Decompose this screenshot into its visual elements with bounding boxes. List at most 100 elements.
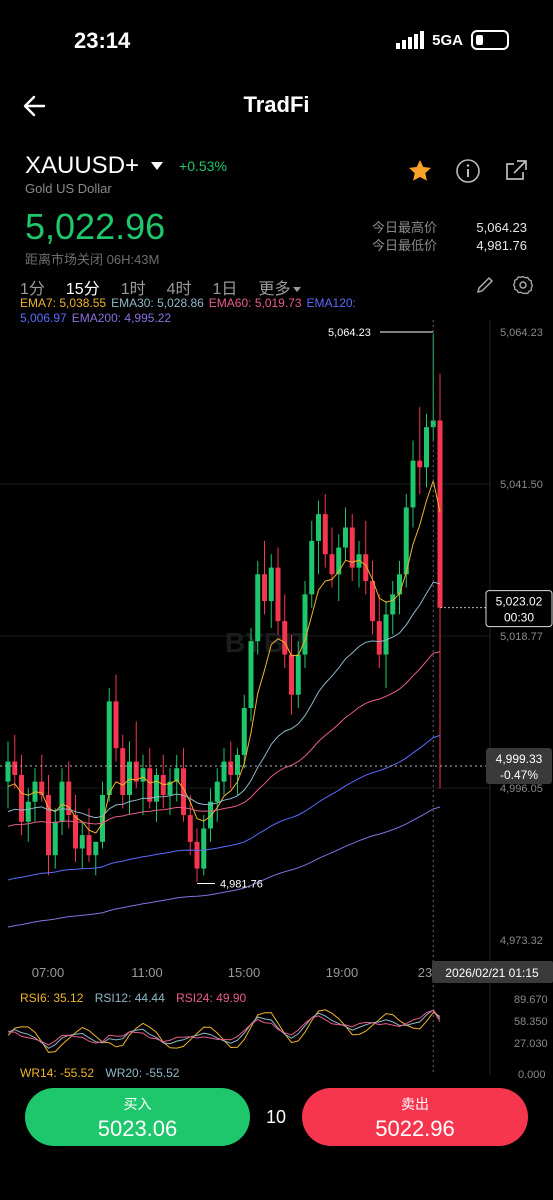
buy-price: 5023.06 <box>97 1116 178 1141</box>
candle-body <box>268 567 274 602</box>
y-tick-label: 5,041.50 <box>500 479 543 491</box>
x-tick-label: 15:00 <box>228 965 261 980</box>
buy-button[interactable]: 买入 5023.06 <box>25 1088 250 1146</box>
symbol-name: XAUUSD+ <box>25 152 140 179</box>
info-icon[interactable] <box>455 158 481 184</box>
candle-body <box>221 761 227 782</box>
ema7-line <box>7 478 441 834</box>
candle-body <box>167 781 173 796</box>
buy-label: 买入 <box>123 1096 152 1112</box>
rsi6-label: RSI6: 35.12 <box>20 991 84 1005</box>
y-tick-label: 4,973.32 <box>500 935 543 947</box>
battery-icon <box>471 30 509 50</box>
candle-body <box>275 567 281 622</box>
candle-body <box>214 781 220 802</box>
tab-more-label: 更多 <box>258 281 291 298</box>
candle-body <box>187 815 193 842</box>
timeframe-tabs: 1分 15分 1时 4时 1日 更多 <box>20 275 533 298</box>
candle-body <box>106 701 112 796</box>
day-high-low: 今日最高价 5,064.23 今日最低价 4,981.76 <box>372 219 527 255</box>
candle-body <box>93 841 99 856</box>
star-icon[interactable] <box>407 158 433 184</box>
candle-body <box>255 574 261 642</box>
candle-body <box>376 621 382 655</box>
caret-down-icon <box>293 287 302 293</box>
candle-body <box>208 801 213 829</box>
candle-body <box>343 527 348 548</box>
candle-body <box>289 654 294 695</box>
x-tick-label: 07:00 <box>32 965 65 980</box>
tab-15m[interactable]: 15分 <box>65 281 100 298</box>
candle-body <box>302 594 308 655</box>
ema30-label: EMA30: 5,028.86 <box>111 296 204 310</box>
candle-body <box>383 614 389 655</box>
ema120-label: EMA120: <box>306 296 356 310</box>
y-tick-label: 4,996.05 <box>500 783 543 795</box>
wr14-label: WR14: -55.52 <box>20 1066 95 1080</box>
rsi-legend: RSI6: 35.12 RSI12: 44.44 RSI24: 49.90 <box>20 991 254 1005</box>
quantity-field[interactable]: 10 <box>265 1107 287 1127</box>
candle-body <box>322 514 328 555</box>
candle-body <box>295 654 301 695</box>
status-indicators: 5GA <box>396 30 509 50</box>
candle-body <box>397 574 402 595</box>
candle-body <box>424 427 429 468</box>
pencil-icon[interactable] <box>475 275 495 295</box>
candle-body <box>73 815 78 849</box>
tab-1d[interactable]: 1日 <box>212 281 238 298</box>
candle-body <box>12 761 18 775</box>
page-title: TradFi <box>243 92 310 117</box>
tab-1h[interactable]: 1时 <box>120 281 146 298</box>
x-tick-label: 19:00 <box>326 965 359 980</box>
rsi12-label: RSI12: 44.44 <box>94 991 165 1005</box>
x-tick-label: 23 <box>418 965 432 980</box>
symbol-selector[interactable]: XAUUSD+ +0.53% <box>25 152 227 180</box>
candle-body <box>417 460 423 468</box>
candle-body <box>66 781 72 816</box>
signal-icon <box>396 31 425 49</box>
candle-body <box>437 420 443 608</box>
high-marker-label: 5,064.23 <box>328 327 371 339</box>
candle-body <box>329 554 335 575</box>
candle-body <box>59 781 65 822</box>
candle-body <box>19 774 24 822</box>
share-icon[interactable] <box>503 158 529 184</box>
candle-body <box>100 795 105 842</box>
sell-button[interactable]: 卖出 5022.96 <box>302 1088 528 1146</box>
current-price: 5,022.96 <box>25 206 166 247</box>
status-bar: 23:14 5GA <box>0 0 553 80</box>
candle-body <box>86 835 92 856</box>
y-tick-label: 5,018.77 <box>500 631 543 643</box>
candle-body <box>120 748 126 796</box>
ema7-label: EMA7: 5,038.55 <box>20 296 107 310</box>
low-marker-label: 4,981.76 <box>220 879 263 891</box>
crosshair-pct: -0.47% <box>500 768 538 782</box>
rsi-tick-label: 58.350 <box>514 1016 548 1028</box>
price-chart[interactable]: BYBIT 5,064.23 4,981.76 5,064.23 5,041.50 5,0… <box>0 320 553 1080</box>
tab-more[interactable]: 更多 <box>258 275 302 298</box>
tab-4h[interactable]: 4时 <box>166 281 192 298</box>
tab-1m[interactable]: 1分 <box>20 281 45 298</box>
gear-icon[interactable] <box>512 275 534 295</box>
y-tick-label: 5,064.23 <box>500 327 543 339</box>
ema60-line <box>7 651 441 827</box>
ema-legend: EMA7: 5,038.55 EMA30: 5,028.86 EMA60: 5,01… <box>20 296 440 326</box>
rsi-tick-label: 89.670 <box>514 994 548 1006</box>
candle-body <box>79 835 85 849</box>
candle-body <box>174 768 180 782</box>
candle-body <box>201 828 207 869</box>
candle-body <box>133 761 139 782</box>
candle-body <box>248 641 254 709</box>
high-value: 5,064.23 <box>476 220 527 235</box>
candle-body <box>430 420 436 428</box>
network-type: 5GA <box>432 31 463 49</box>
trade-bar: 买入 5023.06 10 卖出 5022.96 <box>0 1080 553 1200</box>
crosshair-time: 2026/02/21 01:15 <box>445 966 539 980</box>
header-actions <box>407 158 529 184</box>
change-percent: +0.53% <box>179 158 227 174</box>
back-arrow-icon[interactable] <box>20 90 52 122</box>
instrument-full-name: Gold US Dollar <box>25 181 112 196</box>
candle-body <box>5 761 11 782</box>
nav-bar: TradFi <box>0 82 553 130</box>
high-label: 今日最高价 <box>371 220 437 235</box>
